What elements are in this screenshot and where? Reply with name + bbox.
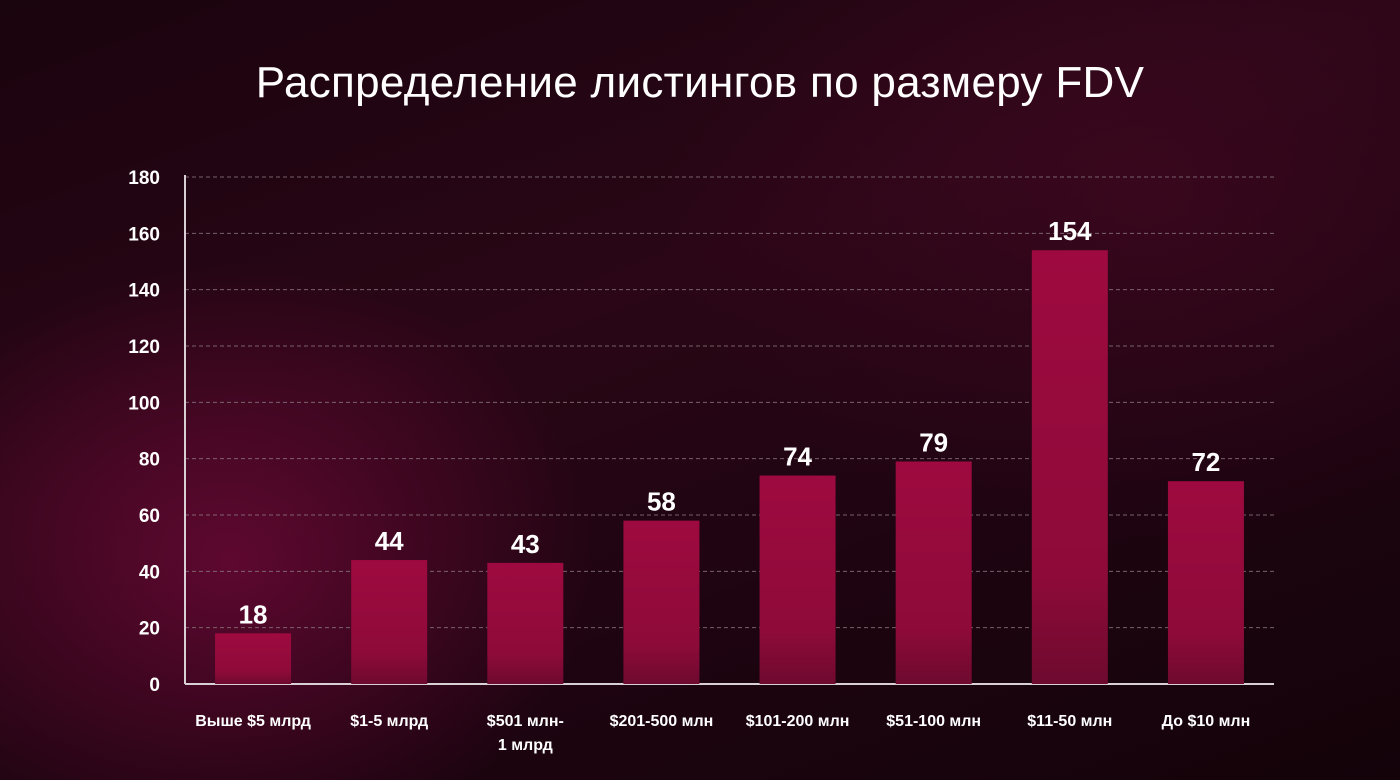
bar-value-label: 44 (375, 526, 404, 556)
x-tick-label: До $10 млн (1162, 713, 1251, 730)
bar-value-label: 154 (1048, 216, 1092, 246)
bar (351, 560, 427, 684)
y-tick-label: 100 (128, 393, 160, 414)
y-tick-label: 140 (128, 281, 160, 302)
bar (487, 563, 563, 684)
bar (760, 476, 836, 684)
x-tick-label: $51-100 млн (886, 713, 981, 730)
bar-value-label: 58 (647, 487, 676, 517)
y-tick-label: 0 (149, 675, 160, 696)
x-tick-label: $1-5 млрд (350, 713, 428, 730)
bar-value-label: 74 (783, 442, 812, 472)
bars (215, 250, 1244, 684)
y-tick-label: 120 (128, 337, 160, 358)
x-tick-labels: Выше $5 млрд $1-5 млрд $501 млн- 1 млрд $201… (195, 713, 1250, 754)
x-tick-label: Выше $5 млрд (195, 713, 311, 730)
grid-lines (185, 177, 1274, 628)
bar-value-label: 79 (919, 427, 948, 457)
y-tick-label: 40 (139, 562, 160, 583)
x-tick-label: 1 млрд (498, 737, 553, 754)
y-tick-labels: 0 20 40 60 80 100 120 140 160 180 (128, 168, 160, 696)
x-tick-label: $11-50 млн (1027, 713, 1112, 730)
bar (1032, 250, 1108, 684)
y-tick-label: 20 (139, 619, 160, 640)
bar (215, 633, 291, 684)
y-tick-label: 60 (139, 506, 160, 527)
x-tick-label: $201-500 млн (610, 713, 714, 730)
y-tick-label: 160 (128, 224, 160, 245)
x-tick-label: $101-200 млн (746, 713, 850, 730)
y-tick-label: 180 (128, 168, 160, 189)
bar-value-label: 43 (511, 529, 540, 559)
bar-value-label: 72 (1191, 447, 1220, 477)
axes (185, 175, 1274, 684)
y-tick-label: 80 (139, 450, 160, 471)
bar (1168, 481, 1244, 684)
bar-value-label: 18 (239, 599, 268, 629)
bar (623, 521, 699, 684)
bar (896, 461, 972, 684)
x-tick-label: $501 млн- (487, 713, 564, 730)
